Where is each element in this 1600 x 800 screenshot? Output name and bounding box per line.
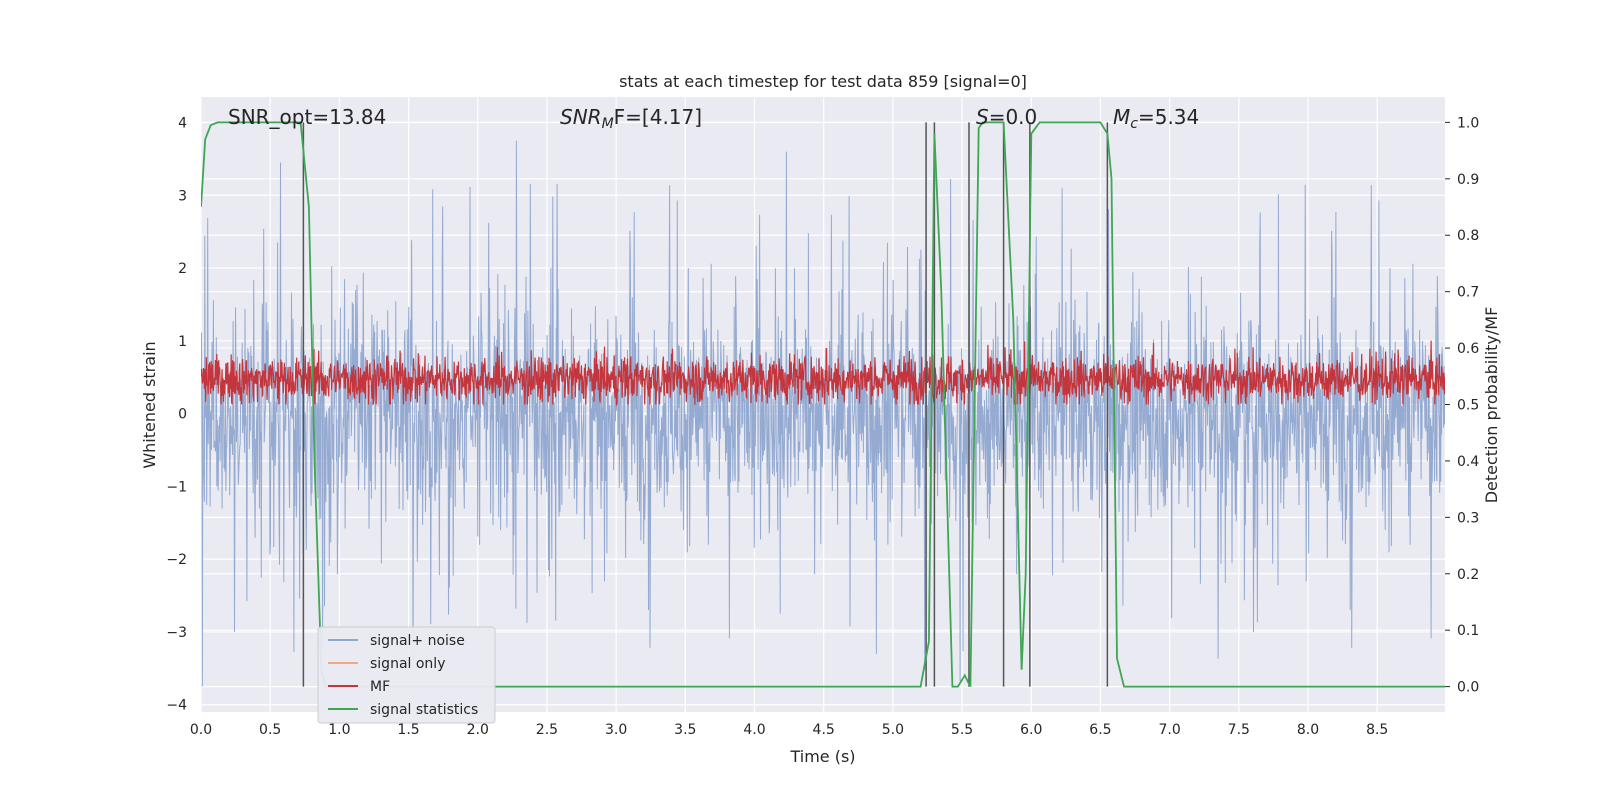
x-axis-label: Time (s) [789, 747, 855, 766]
data-layer [201, 121, 1445, 688]
x-tick-label: 6.0 [1020, 722, 1042, 738]
annotation-snr-opt: SNR_opt=13.84 [228, 105, 386, 129]
annotation-s: S=0.0 [976, 105, 1037, 129]
y-tick-label: −4 [166, 698, 187, 714]
y2-tick-label: 1.0 [1457, 115, 1479, 131]
x-tick-label: 1.0 [328, 722, 350, 738]
x-tick-label: 5.5 [951, 722, 973, 738]
x-tick-label: 4.5 [813, 722, 835, 738]
y-tick-label: −1 [166, 479, 187, 495]
y2-tick-label: 0.7 [1457, 285, 1479, 301]
y-axis-label: Whitened strain [140, 341, 159, 468]
x-tick-label: 7.5 [1228, 722, 1250, 738]
legend-box [317, 626, 496, 724]
series-signal-statistics-line [201, 121, 1445, 688]
annotation-snr-mf: SNRMF=[4.17] [560, 105, 702, 132]
y-tick-label: 4 [178, 115, 187, 131]
x-tick-label: 3.5 [674, 722, 696, 738]
x-tick-label: 4.0 [743, 722, 765, 738]
x-tick-label: 6.5 [1089, 722, 1111, 738]
y-tick-label: 1 [178, 334, 187, 350]
x-tick-label: 7.0 [1158, 722, 1180, 738]
x-tick-label: 5.0 [882, 722, 904, 738]
x-tick-label: 8.5 [1366, 722, 1388, 738]
x-tick-label: 2.5 [536, 722, 558, 738]
x-tick-label: 3.0 [605, 722, 627, 738]
y2-tick-label: 0.8 [1457, 228, 1479, 244]
y2-tick-label: 0.3 [1457, 510, 1479, 526]
annotation-mc: Mc=5.34 [1113, 105, 1199, 132]
y2-axis-label: Detection probability/MF [1482, 307, 1501, 504]
series-mf-line [201, 340, 1445, 407]
legend-label-signal-statistics: signal statistics [370, 702, 478, 718]
legend: signal+ noise signal only MF signal stat… [317, 626, 496, 724]
legend-label-signal-noise: signal+ noise [370, 633, 465, 649]
x-tick-label: 0.5 [259, 722, 281, 738]
y-tick-label: −3 [166, 625, 187, 641]
y2-tick-label: 0.2 [1457, 567, 1479, 583]
y-tick-label: 0 [178, 407, 187, 423]
x-tick-label: 0.0 [190, 722, 212, 738]
y2-tick-label: 0.5 [1457, 398, 1479, 414]
y-tick-label: −2 [166, 552, 187, 568]
x-tick-label: 8.0 [1297, 722, 1319, 738]
chart-title: stats at each timestep for test data 859… [619, 72, 1027, 91]
y-tick-label: 3 [178, 188, 187, 204]
x-tick-label: 2.0 [467, 722, 489, 738]
ticks: 0.0 0.5 1.0 1.5 2.0 2.5 3.0 3.5 4.0 4.5 5.0 5.5 6.0 6… [166, 115, 1479, 738]
series-signal-noise-line [201, 140, 1445, 687]
y2-tick-label: 0.4 [1457, 454, 1479, 470]
y2-tick-label: 0.6 [1457, 341, 1479, 357]
x-tick-label: 1.5 [397, 722, 419, 738]
y2-tick-label: 0.9 [1457, 172, 1479, 188]
grid [200, 97, 1445, 712]
y2-tick-label: 0.1 [1457, 623, 1479, 639]
y2-tick-label: 0.0 [1457, 680, 1479, 696]
legend-label-signal-only: signal only [370, 656, 445, 672]
legend-label-mf: MF [370, 679, 390, 695]
y-tick-label: 2 [178, 261, 187, 277]
